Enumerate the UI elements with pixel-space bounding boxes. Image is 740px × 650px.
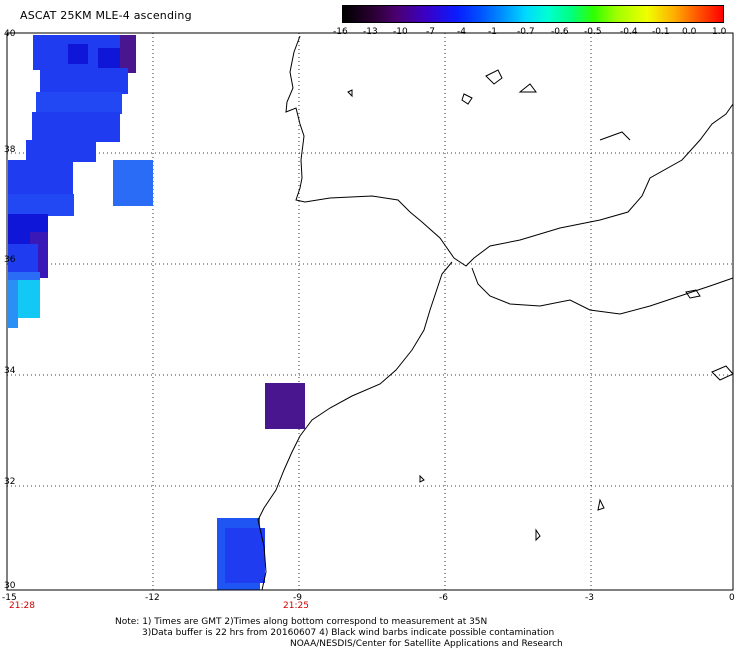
lon-tick-label: 0 [729, 593, 735, 603]
data-cell [98, 48, 120, 72]
coastline-north-africa [471, 267, 734, 315]
island-fragment [419, 474, 425, 483]
island-ibiza [461, 93, 473, 105]
data-cell [68, 44, 88, 64]
data-cell [225, 528, 265, 583]
colorbar-label: -0.5 [584, 27, 602, 37]
colorbar-label: 1.0 [712, 27, 727, 37]
colorbar-label: -16 [333, 27, 348, 37]
island-mallorca [485, 69, 503, 85]
lat-tick-label: 32 [4, 477, 15, 487]
data-cell [40, 68, 128, 94]
data-cell [26, 140, 96, 162]
lon-tick-label: -3 [585, 593, 594, 603]
note-line-3: NOAA/NESDIS/Center for Satellite Applica… [290, 639, 563, 649]
data-cell [8, 244, 38, 274]
lat-tick-label: 30 [4, 581, 16, 591]
time-label-mid: 21:25 [283, 601, 309, 611]
data-cell [8, 160, 73, 194]
lat-tick-label: 40 [4, 29, 16, 39]
data-cell [8, 280, 18, 328]
data-swath-north [8, 35, 153, 328]
coastline-fragment [599, 131, 631, 141]
data-cell [120, 35, 136, 73]
colorbar-label: -0.1 [652, 27, 670, 37]
lon-tick-label: -15 [2, 593, 17, 603]
colorbar-label: -0.7 [517, 27, 535, 37]
data-swath-south [217, 518, 265, 590]
note-line-1: Note: 1) Times are GMT 2)Times along bot… [115, 617, 488, 627]
data-cell [36, 92, 122, 114]
island-fragment [711, 365, 734, 381]
colorbar-label: -0.4 [620, 27, 638, 37]
island-fragment [347, 89, 353, 98]
coastline [257, 35, 734, 591]
coastline-iberia [285, 35, 734, 267]
data-cell [8, 272, 40, 282]
map-title: ASCAT 25KM MLE-4 ascending [20, 9, 192, 22]
lat-tick-label: 38 [4, 145, 16, 155]
lon-tick-label: -9 [293, 593, 302, 603]
time-label-left: 21:28 [9, 601, 35, 611]
colorbar [342, 5, 724, 23]
island-fragment [597, 498, 605, 511]
island-fragment [535, 528, 541, 542]
data-cell [32, 112, 120, 142]
lon-tick-label: -6 [439, 593, 448, 603]
colorbar-label: 0.0 [682, 27, 697, 37]
data-cell [265, 383, 305, 429]
colorbar-label: -4 [457, 27, 466, 37]
plot-frame [6, 32, 734, 591]
colorbar-label: -0.6 [551, 27, 569, 37]
data-cell [8, 194, 74, 216]
coastline-morocco-atlantic [257, 261, 453, 591]
data-cell [113, 160, 153, 206]
colorbar-label: -7 [426, 27, 435, 37]
island-menorca [518, 83, 537, 93]
colorbar-label: -10 [393, 27, 408, 37]
island-fragment [685, 289, 701, 299]
lat-tick-label: 36 [4, 255, 16, 265]
lat-tick-label: 34 [4, 366, 16, 376]
lon-tick-label: -12 [145, 593, 160, 603]
data-cell [16, 280, 40, 318]
colorbar-label: -13 [363, 27, 378, 37]
graticule [7, 33, 733, 590]
colorbar-label: -1 [488, 27, 497, 37]
note-line-2: 3)Data buffer is 22 hrs from 20160607 4)… [142, 628, 555, 638]
